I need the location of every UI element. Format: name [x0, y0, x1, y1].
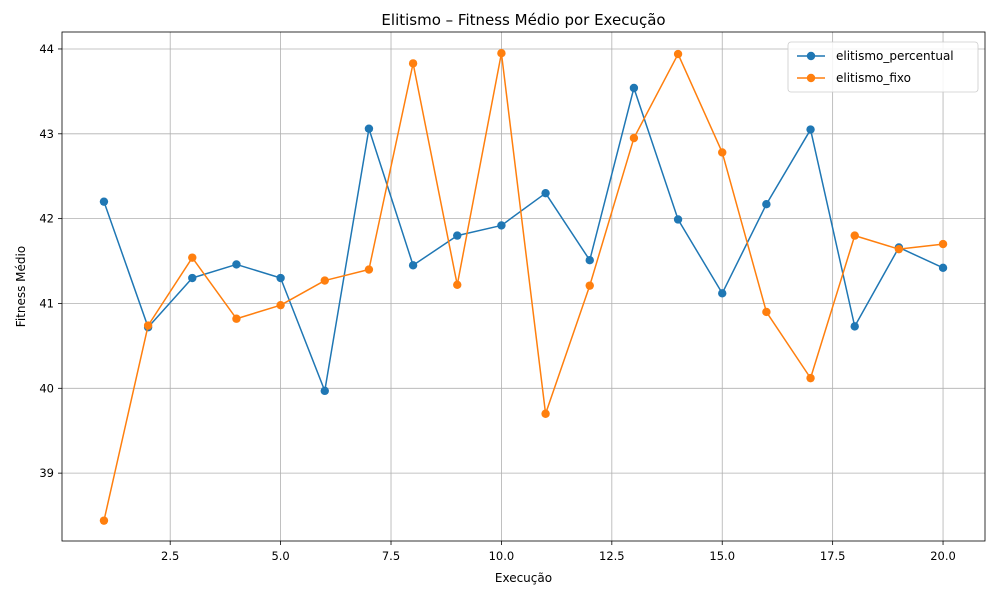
plot-area-frame — [61, 31, 986, 542]
data-point-elitismo-fixo — [364, 265, 374, 274]
data-point-elitismo-percentual — [99, 197, 109, 206]
data-point-elitismo-fixo — [762, 307, 771, 317]
x-tick-label: 7.5 — [382, 549, 400, 563]
data-point-elitismo-percentual — [762, 200, 771, 209]
data-point-elitismo-fixo — [143, 321, 153, 330]
y-tick-label: 41 — [39, 296, 54, 310]
data-point-elitismo-fixo — [629, 133, 639, 143]
x-tick-label: 5.0 — [271, 549, 289, 563]
legend-label-elitismo-fixo: elitismo_fixo — [836, 71, 911, 85]
grid-layer — [62, 32, 985, 541]
data-point-elitismo-percentual — [850, 322, 859, 331]
y-tick-label: 40 — [39, 381, 54, 395]
data-point-elitismo-percentual — [320, 386, 329, 396]
data-point-elitismo-percentual — [232, 260, 241, 269]
series-layer — [99, 49, 948, 525]
data-point-elitismo-percentual — [364, 124, 374, 133]
data-point-elitismo-percentual — [938, 263, 948, 273]
data-point-elitismo-fixo — [276, 300, 285, 310]
data-point-elitismo-fixo — [894, 244, 904, 254]
data-point-elitismo-fixo — [453, 280, 462, 290]
x-tick-label: 2.5 — [161, 549, 179, 563]
y-tick-label: 42 — [39, 212, 54, 226]
data-point-elitismo-fixo — [673, 49, 683, 59]
legend-frame — [787, 41, 979, 93]
x-tick-label: 10.0 — [489, 549, 515, 563]
data-point-elitismo-percentual — [718, 289, 727, 298]
data-point-elitismo-fixo — [188, 253, 197, 262]
chart-title: Elitismo – Fitness Médio por Execução — [381, 11, 665, 29]
data-point-elitismo-fixo — [541, 409, 550, 418]
data-point-elitismo-percentual — [541, 188, 550, 198]
data-point-elitismo-fixo — [938, 239, 948, 249]
data-point-elitismo-fixo — [408, 59, 418, 68]
data-point-elitismo-fixo — [320, 276, 329, 285]
data-point-elitismo-fixo — [99, 516, 109, 525]
y-axis-label: Fitness Médio — [14, 246, 28, 327]
data-point-elitismo-percentual — [629, 83, 639, 93]
x-tick-label: 20.0 — [930, 549, 956, 563]
data-point-elitismo-percentual — [408, 261, 418, 270]
data-point-elitismo-fixo — [585, 281, 594, 290]
x-tick-label: 15.0 — [709, 549, 735, 563]
data-point-elitismo-percentual — [276, 273, 285, 283]
data-point-elitismo-fixo — [232, 314, 241, 323]
y-tick-label: 39 — [39, 466, 54, 480]
data-point-elitismo-fixo — [718, 148, 727, 157]
data-point-elitismo-fixo — [850, 231, 859, 240]
data-point-elitismo-percentual — [497, 221, 506, 230]
x-tick-label: 12.5 — [599, 549, 625, 563]
data-point-elitismo-percentual — [585, 256, 594, 265]
y-tick-label: 43 — [39, 127, 54, 141]
data-point-elitismo-fixo — [497, 49, 506, 58]
legend-marker-elitismo-percentual — [806, 51, 816, 61]
data-point-elitismo-percentual — [673, 215, 683, 224]
data-point-elitismo-percentual — [453, 231, 462, 240]
data-point-elitismo-fixo — [806, 373, 815, 383]
x-tick-label: 17.5 — [820, 549, 846, 563]
data-point-elitismo-percentual — [188, 273, 197, 283]
series-line-elitismo-percentual — [103, 87, 944, 392]
legend: elitismo_percentual elitismo_fixo — [787, 41, 979, 93]
y-tick-label: 44 — [39, 42, 54, 56]
legend-label-elitismo-percentual: elitismo_percentual — [836, 49, 954, 63]
tick-layer: 2.5 5.0 7.5 10.0 12.5 15.0 17.5 20.0 39 40 41 42 43 4… — [39, 42, 955, 563]
data-point-elitismo-percentual — [806, 125, 815, 134]
x-axis-label: Execução — [495, 571, 552, 585]
series-line-elitismo-fixo — [103, 52, 944, 521]
legend-marker-elitismo-fixo — [806, 73, 816, 83]
